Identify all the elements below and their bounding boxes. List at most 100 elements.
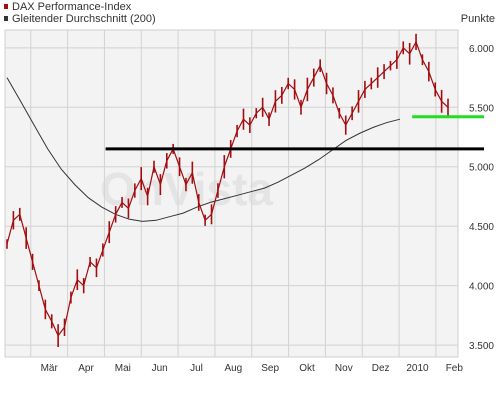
price-segment-13	[83, 261, 91, 286]
price-segment-50	[319, 65, 328, 84]
price-segment-7	[44, 309, 53, 322]
y-tick-label-2: 4.500	[469, 222, 494, 233]
price-segment-56	[357, 89, 366, 102]
price-segment-29	[185, 172, 193, 185]
annotation-lines	[105, 115, 484, 151]
price-segment-52	[332, 95, 340, 114]
price-segment-62	[396, 47, 404, 61]
price-segment-57	[364, 83, 372, 90]
y-gridlines	[5, 47, 458, 346]
price-segment-69	[441, 100, 449, 108]
price-segment-45	[287, 83, 296, 90]
x-tick-label-10: 2010	[406, 363, 429, 374]
price-segment-4	[25, 237, 34, 263]
x-tick-label-6: Sep	[261, 363, 279, 374]
y-tick-label-0: 3.500	[469, 341, 494, 352]
legend-label-ma: Gleitender Durchschnitt (200)	[12, 13, 156, 25]
price-segment-21	[134, 178, 142, 191]
price-segment-36	[230, 130, 238, 150]
price-segment-2	[12, 213, 21, 221]
price-segment-37	[236, 118, 245, 132]
price-segment-38	[243, 118, 251, 126]
price-segment-31	[198, 202, 206, 221]
legend-swatch-ma	[4, 16, 8, 21]
price-segment-11	[70, 279, 78, 298]
price-segment-22	[140, 178, 149, 197]
price-segment-64	[409, 41, 417, 55]
legend-label-dax: DAX Performance-Index	[12, 1, 132, 13]
price-segment-60	[383, 65, 391, 73]
price-segment-59	[377, 71, 385, 79]
price-segment-67	[428, 71, 436, 90]
y-tick-label-5: 6.000	[469, 44, 494, 55]
price-segment-8	[51, 321, 59, 336]
price-segment-27	[172, 148, 181, 167]
x-tick-label-4: Jul	[190, 363, 203, 374]
price-segment-63	[402, 47, 411, 55]
price-segment-32	[204, 213, 212, 221]
price-segment-25	[159, 160, 168, 185]
price-segment-65	[415, 41, 423, 60]
y-tick-label-3: 5.000	[469, 163, 494, 174]
price-segment-41	[262, 107, 270, 120]
price-segment-20	[127, 190, 136, 209]
plot-area	[4, 29, 459, 358]
price-segment-51	[326, 83, 334, 96]
price-segment-15	[95, 249, 104, 269]
price-segment-17	[108, 214, 117, 233]
price-segment-34	[217, 166, 225, 191]
price-segment-43	[275, 94, 283, 102]
x-tick-labels: Mär Apr Mai Jun Jul Aug Sep Okt Nov Dez 2010 Feb	[41, 363, 464, 374]
y-tick-label-1: 4.000	[469, 282, 494, 293]
price-segment-49	[313, 65, 321, 78]
price-segment-39	[249, 112, 257, 126]
price-segment-23	[147, 166, 155, 197]
price-segment-58	[370, 77, 379, 84]
price-segment-30	[191, 172, 200, 203]
price-segment-14	[89, 261, 97, 269]
price-segment-33	[210, 190, 219, 215]
y-tick-labels: 3.500 4.000 4.500 5.000 5.500 6.000	[469, 44, 494, 352]
x-tick-label-7: Okt	[299, 363, 315, 374]
x-tick-label-2: Mai	[115, 363, 131, 374]
price-segment-9	[57, 326, 65, 336]
price-segment-40	[255, 106, 264, 114]
price-segment-26	[166, 148, 174, 162]
price-segment-1	[6, 220, 14, 245]
price-segment-44	[281, 83, 289, 96]
legend-swatch-dax	[4, 4, 8, 9]
price-segment-16	[102, 231, 110, 251]
price-segment-48	[306, 77, 315, 90]
price-segment-66	[421, 59, 430, 72]
x-tick-label-3: Jun	[152, 363, 168, 374]
x-tick-label-1: Apr	[78, 363, 94, 374]
x-tick-label-8: Nov	[335, 363, 353, 374]
y-axis-unit-label: Punkte	[461, 13, 495, 25]
price-segment-53	[338, 112, 347, 126]
x-tick-label-9: Dez	[372, 363, 390, 374]
price-segment-47	[300, 89, 308, 108]
x-tick-label-11: Feb	[446, 363, 464, 374]
price-segment-18	[115, 202, 123, 215]
price-segment-54	[345, 112, 353, 126]
price-segment-24	[153, 166, 161, 185]
price-segment-12	[76, 279, 85, 287]
y-tick-label-4: 5.500	[469, 103, 494, 114]
price-segment-28	[179, 166, 187, 185]
legend: DAX Performance-Index Gleitender Durchsc…	[4, 1, 156, 25]
price-segment-10	[63, 297, 72, 328]
price-segment-42	[268, 101, 276, 120]
price-segment-61	[390, 59, 398, 67]
x-tick-label-0: Mär	[41, 363, 59, 374]
price-segment-55	[351, 101, 360, 114]
price-segment-3	[19, 214, 27, 239]
price-segment-35	[223, 148, 232, 167]
price-series	[6, 33, 449, 348]
x-tick-label-5: Aug	[224, 363, 242, 374]
price-segment-19	[121, 201, 129, 209]
price-segment-6	[38, 285, 46, 310]
price-segment-46	[294, 89, 302, 108]
price-segment-5	[31, 261, 40, 286]
price-segment-68	[434, 89, 443, 102]
